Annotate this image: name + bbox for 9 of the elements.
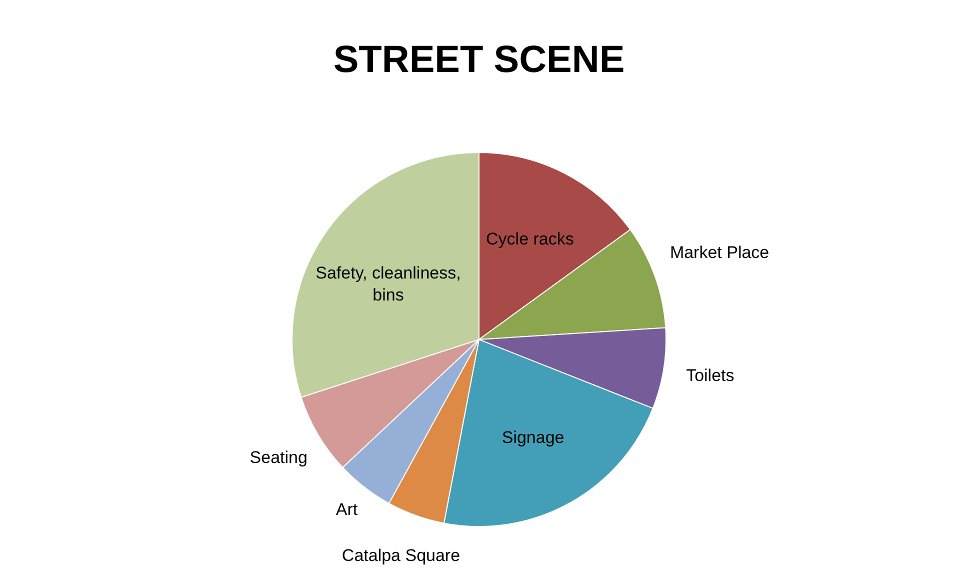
slice-label: Signage <box>502 428 564 447</box>
slice-label: Seating <box>250 448 308 467</box>
slice-label: Catalpa Square <box>342 546 460 566</box>
chart-title: STREET SCENE <box>333 39 625 81</box>
slice-label: Cycle racks <box>486 230 574 249</box>
slice-label: Toilets <box>686 366 734 386</box>
slice-label: Safety, cleanliness, bins <box>316 264 461 305</box>
slice-label: Market Place <box>670 242 770 262</box>
slice-label: Art <box>336 500 358 519</box>
